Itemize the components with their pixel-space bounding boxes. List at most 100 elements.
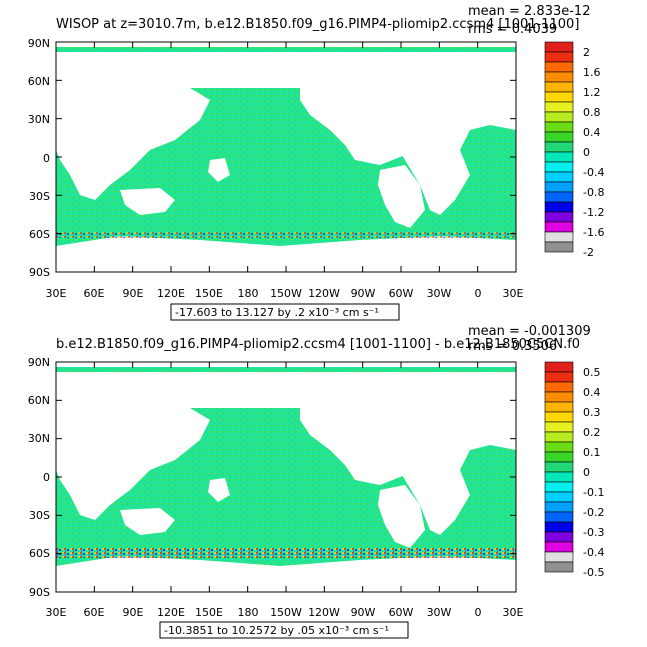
lat-label: 30S [29, 190, 50, 203]
colorbar-label: 0.3 [583, 406, 601, 419]
lat-label: 30N [28, 113, 50, 126]
lon-label: 60E [84, 606, 105, 619]
colorbar-swatch [544, 411, 574, 423]
colorbar-label: -0.3 [583, 526, 604, 539]
panel-2-title: b.e12.B1850.f09_g16.PIMP4-pliomip2.ccsm4… [56, 337, 580, 352]
lat-label: 90S [29, 266, 50, 279]
colorbar-label: 0.4 [583, 126, 601, 139]
panel-1-colorbar: 2 1.6 1.2 0.8 0.4 0 -0.4 -0.8 -1.2 -1.6 -2 [544, 41, 604, 259]
lon-label: 90W [351, 606, 376, 619]
colorbar-swatch [544, 101, 574, 113]
colorbar-label: 0.1 [583, 446, 601, 459]
colorbar-label: -0.2 [583, 506, 604, 519]
lat-label: 30S [29, 509, 50, 522]
lon-label: 0 [475, 287, 482, 300]
lat-label: 90S [29, 586, 50, 599]
colorbar-swatch [544, 431, 574, 443]
colorbar-label: 0 [583, 466, 590, 479]
lon-label: 150W [270, 606, 302, 619]
colorbar-swatch [544, 451, 574, 463]
panel-1: WISOP at z=3010.7m, b.e12.B1850.f09_g16.… [28, 4, 604, 321]
panel-1-range-box: -17.603 to 13.127 by .2 x10⁻³ cm s⁻¹ [170, 303, 400, 321]
lon-label: 150W [270, 287, 302, 300]
colorbar-label: 2 [583, 46, 590, 59]
lon-label: 150E [195, 287, 223, 300]
lon-label: 120W [308, 606, 340, 619]
lon-label: 30W [427, 287, 452, 300]
panel-1-map [55, 41, 517, 273]
lat-label: 60S [29, 547, 50, 560]
lat-label: 90N [28, 356, 50, 369]
colorbar-swatch [544, 551, 574, 563]
colorbar-label: 0.4 [583, 386, 601, 399]
lon-label: 30E [503, 287, 524, 300]
lat-label: 90N [28, 37, 50, 50]
colorbar-swatch [544, 71, 574, 83]
lon-label: 90E [123, 287, 144, 300]
panel-2-range-box: -10.3851 to 10.2572 by .05 x10⁻³ cm s⁻¹ [159, 621, 409, 639]
lat-label: 60S [29, 228, 50, 241]
colorbar-label: 1.6 [583, 66, 601, 79]
lon-label: 120W [308, 287, 340, 300]
colorbar-swatch [544, 461, 574, 473]
colorbar-swatch [544, 391, 574, 403]
colorbar-swatch [544, 471, 574, 483]
colorbar-label: 0.8 [583, 106, 601, 119]
panel-1-title: WISOP at z=3010.7m, b.e12.B1850.f09_g16.… [56, 17, 579, 32]
lat-label: 30N [28, 432, 50, 445]
colorbar-label: -0.4 [583, 166, 604, 179]
colorbar-swatch [544, 161, 574, 173]
colorbar-swatch [544, 201, 574, 213]
colorbar-swatch [544, 421, 574, 433]
lon-label: 180 [238, 606, 259, 619]
panel-2: b.e12.B1850.f09_g16.PIMP4-pliomip2.ccsm4… [28, 324, 604, 639]
colorbar-swatch [544, 81, 574, 93]
lat-label: 0 [43, 152, 50, 165]
lon-label: 150E [195, 606, 223, 619]
colorbar-swatch [544, 151, 574, 163]
panel-2-range-label: -10.3851 to 10.2572 by .05 x10⁻³ cm s⁻¹ [164, 624, 389, 637]
colorbar-swatch [544, 491, 574, 503]
colorbar-label: -0.5 [583, 566, 604, 579]
lat-label: 60N [28, 394, 50, 407]
colorbar-label: -0.1 [583, 486, 604, 499]
lat-label: 60N [28, 75, 50, 88]
colorbar-swatch [544, 501, 574, 513]
colorbar-swatch [544, 511, 574, 523]
panel-2-mean: mean = -0.001309 [468, 324, 591, 339]
colorbar-swatch [544, 141, 574, 153]
colorbar-label: -1.2 [583, 206, 604, 219]
colorbar-swatch [544, 221, 574, 233]
colorbar-swatch [544, 171, 574, 183]
lon-label: 90W [351, 287, 376, 300]
colorbar-swatch [544, 231, 574, 243]
colorbar-label: 0 [583, 146, 590, 159]
lon-label: 30E [46, 606, 67, 619]
colorbar-swatch [544, 41, 574, 53]
colorbar-swatch [544, 561, 574, 573]
panel-1-rms: rms = 0.4039 [468, 22, 557, 37]
lon-label: 120E [157, 606, 185, 619]
colorbar-label: -0.8 [583, 186, 604, 199]
panel-2-rms: rms = 0.3506 [468, 339, 557, 354]
colorbar-swatch [544, 541, 574, 553]
panel-2-lon-labels: 30E 60E 90E 120E 150E 180 150W 120W 90W … [46, 606, 524, 619]
colorbar-label: -1.6 [583, 226, 604, 239]
colorbar-swatch [544, 241, 574, 253]
colorbar-label: 0.5 [583, 366, 601, 379]
lon-label: 60E [84, 287, 105, 300]
panel-2-map [55, 361, 517, 593]
colorbar-swatch [544, 91, 574, 103]
panel-1-ticks [55, 41, 517, 273]
lon-label: 90E [123, 606, 144, 619]
lon-label: 30E [46, 287, 67, 300]
colorbar-swatch [544, 121, 574, 133]
colorbar-swatch [544, 111, 574, 123]
colorbar-swatch [544, 401, 574, 413]
lon-label: 30W [427, 606, 452, 619]
panel-1-lon-labels: 30E 60E 90E 120E 150E 180 150W 120W 90W … [46, 287, 524, 300]
panel-2-lat-labels: 90N 60N 30N 0 30S 60S 90S [28, 356, 50, 599]
colorbar-label: -0.4 [583, 546, 604, 559]
lon-label: 180 [238, 287, 259, 300]
colorbar-swatch [544, 131, 574, 143]
